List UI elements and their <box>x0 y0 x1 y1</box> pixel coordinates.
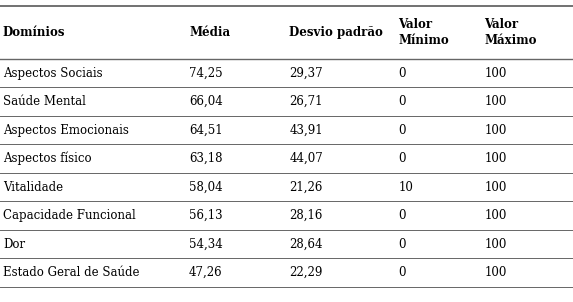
Text: 26,71: 26,71 <box>289 95 323 108</box>
Text: Capacidade Funcional: Capacidade Funcional <box>3 209 136 222</box>
Text: 0: 0 <box>398 124 406 137</box>
Text: 64,51: 64,51 <box>189 124 223 137</box>
Text: Dor: Dor <box>3 238 25 251</box>
Text: 54,34: 54,34 <box>189 238 223 251</box>
Text: 0: 0 <box>398 238 406 251</box>
Text: 100: 100 <box>484 95 507 108</box>
Text: 0: 0 <box>398 209 406 222</box>
Text: 43,91: 43,91 <box>289 124 323 137</box>
Text: Aspectos Emocionais: Aspectos Emocionais <box>3 124 129 137</box>
Text: 0: 0 <box>398 95 406 108</box>
Text: 47,26: 47,26 <box>189 266 223 279</box>
Text: 100: 100 <box>484 181 507 194</box>
Text: Saúde Mental: Saúde Mental <box>3 95 86 108</box>
Text: Estado Geral de Saúde: Estado Geral de Saúde <box>3 266 139 279</box>
Text: 100: 100 <box>484 266 507 279</box>
Text: 0: 0 <box>398 152 406 165</box>
Text: 22,29: 22,29 <box>289 266 323 279</box>
Text: Domínios: Domínios <box>3 26 65 39</box>
Text: 44,07: 44,07 <box>289 152 323 165</box>
Text: 74,25: 74,25 <box>189 67 223 80</box>
Text: 29,37: 29,37 <box>289 67 323 80</box>
Text: 100: 100 <box>484 238 507 251</box>
Text: 0: 0 <box>398 266 406 279</box>
Text: Aspectos físico: Aspectos físico <box>3 152 92 165</box>
Text: 28,64: 28,64 <box>289 238 323 251</box>
Text: Valor
Máximo: Valor Máximo <box>484 18 537 47</box>
Text: Vitalidade: Vitalidade <box>3 181 63 194</box>
Text: 63,18: 63,18 <box>189 152 222 165</box>
Text: Valor
Mínimo: Valor Mínimo <box>398 18 449 47</box>
Text: 0: 0 <box>398 67 406 80</box>
Text: 100: 100 <box>484 152 507 165</box>
Text: 100: 100 <box>484 209 507 222</box>
Text: 10: 10 <box>398 181 413 194</box>
Text: 21,26: 21,26 <box>289 181 323 194</box>
Text: Média: Média <box>189 26 230 39</box>
Text: 58,04: 58,04 <box>189 181 223 194</box>
Text: 28,16: 28,16 <box>289 209 323 222</box>
Text: 100: 100 <box>484 124 507 137</box>
Text: 66,04: 66,04 <box>189 95 223 108</box>
Text: Desvio padrão: Desvio padrão <box>289 26 383 39</box>
Text: 56,13: 56,13 <box>189 209 223 222</box>
Text: Aspectos Sociais: Aspectos Sociais <box>3 67 103 80</box>
Text: 100: 100 <box>484 67 507 80</box>
